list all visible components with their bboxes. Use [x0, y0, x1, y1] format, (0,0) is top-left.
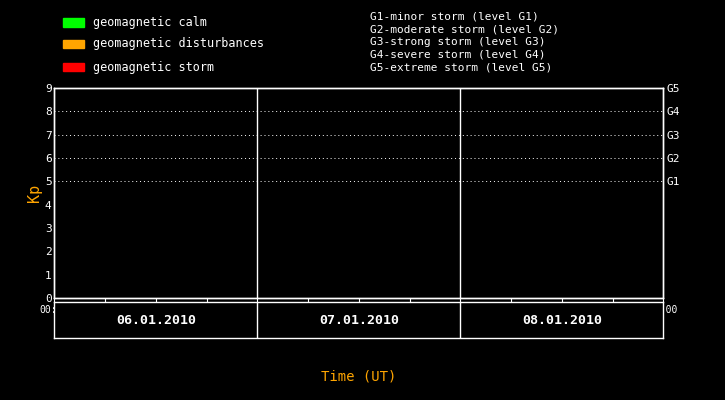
Text: G5-extreme storm (level G5): G5-extreme storm (level G5)	[370, 63, 552, 73]
Text: Time (UT): Time (UT)	[321, 370, 397, 384]
Bar	[63, 18, 84, 27]
Text: 07.01.2010: 07.01.2010	[319, 314, 399, 326]
Text: G2-moderate storm (level G2): G2-moderate storm (level G2)	[370, 25, 558, 35]
Text: G3-strong storm (level G3): G3-strong storm (level G3)	[370, 37, 545, 47]
Text: 08.01.2010: 08.01.2010	[522, 314, 602, 326]
Text: geomagnetic disturbances: geomagnetic disturbances	[93, 38, 264, 50]
Text: geomagnetic storm: geomagnetic storm	[93, 60, 214, 74]
Text: G1-minor storm (level G1): G1-minor storm (level G1)	[370, 12, 539, 22]
Bar	[63, 63, 84, 71]
Text: 06.01.2010: 06.01.2010	[116, 314, 196, 326]
Y-axis label: Kp: Kp	[27, 184, 42, 202]
Text: G4-severe storm (level G4): G4-severe storm (level G4)	[370, 50, 545, 60]
Text: geomagnetic calm: geomagnetic calm	[93, 16, 207, 29]
Bar	[63, 40, 84, 48]
